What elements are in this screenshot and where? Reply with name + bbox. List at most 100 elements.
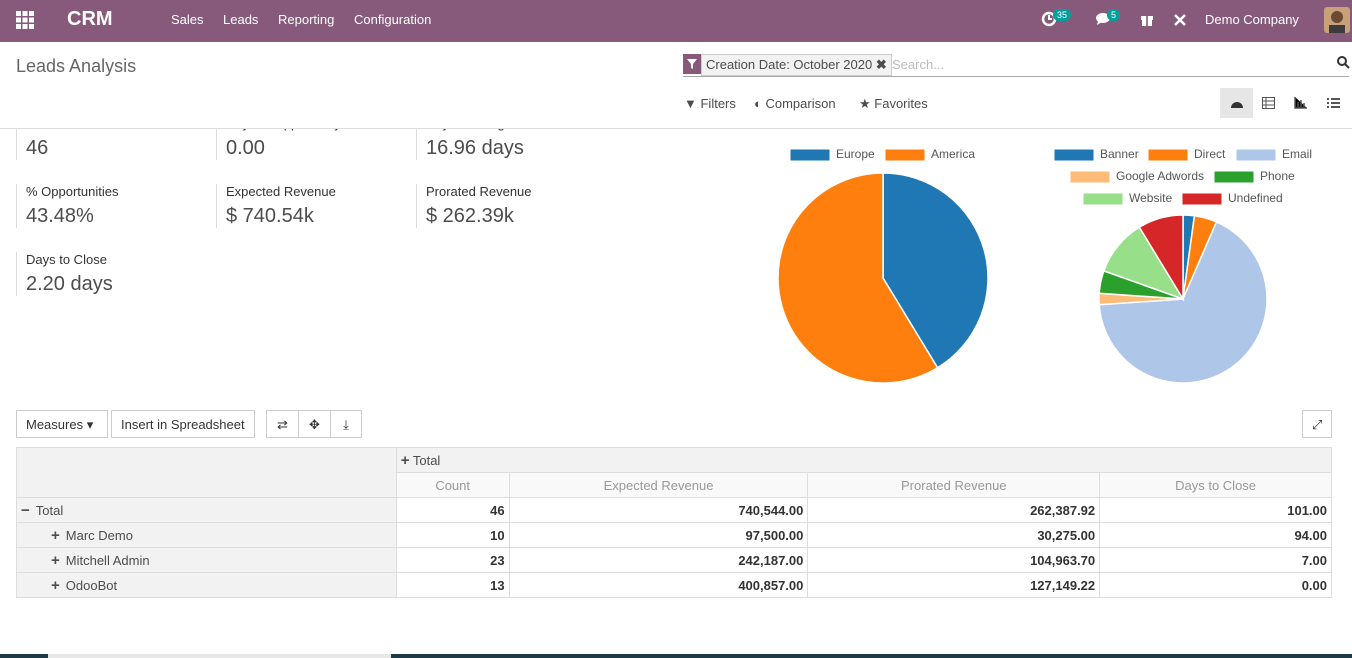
- fullscreen-button[interactable]: ⤢: [1302, 410, 1332, 438]
- kpi-value: $ 262.39k: [426, 205, 514, 227]
- menu[interactable]: Sales: [171, 12, 204, 27]
- chart-title: Sales Teams: [733, 129, 808, 131]
- measure-header: Days to Close: [1099, 472, 1332, 498]
- bottom-tab: [48, 654, 391, 658]
- legend-swatch: [1147, 148, 1189, 162]
- kpi: Prorated Revenue $ 262.39k: [416, 184, 616, 228]
- pivot-cell: 104,963.70: [807, 547, 1101, 573]
- legend-label: Google Adwords: [1116, 169, 1204, 183]
- legend-label: America: [931, 147, 975, 161]
- corner-cell: [16, 447, 397, 498]
- avatar[interactable]: [1324, 7, 1350, 33]
- kpi: Days to Opportunity 0.00: [216, 129, 416, 160]
- messages-icon[interactable]: [1095, 12, 1111, 26]
- search-input[interactable]: Search...: [892, 57, 945, 72]
- pivot-cell: 23: [395, 547, 510, 573]
- pivot-cell: 740,544.00: [508, 497, 809, 523]
- navbar: CRM Sales Leads Reporting Configuration …: [0, 0, 1352, 42]
- pivot-cell: 400,857.00: [508, 572, 809, 598]
- facet-icon: [683, 54, 701, 74]
- app-name[interactable]: CRM: [67, 8, 113, 30]
- favorites-label: Favorites: [874, 96, 928, 111]
- expand-all-button[interactable]: ✥: [298, 410, 331, 438]
- kpi-label: Days to Opportunity: [226, 129, 416, 131]
- menu[interactable]: Configuration: [354, 12, 432, 27]
- legend-swatch: [1235, 148, 1277, 162]
- facet-label: Creation Date: October 2020: [706, 57, 873, 72]
- legend-label: Website: [1129, 191, 1172, 205]
- measures-label: Measures: [26, 417, 84, 432]
- pivot-cell: 46: [395, 497, 510, 523]
- menu[interactable]: Reporting: [278, 12, 335, 27]
- row-header[interactable]: + Marc Demo: [16, 522, 397, 548]
- debug-icon[interactable]: [1173, 13, 1187, 27]
- kpi-value: 46: [26, 137, 49, 159]
- control-panel: Leads Analysis Creation Date: October 20…: [0, 42, 1352, 129]
- pie-slice: [777, 172, 939, 384]
- kpi: Leads 46: [16, 129, 216, 160]
- bottom-bar: [0, 654, 1352, 658]
- company-switcher[interactable]: Demo Company: [1205, 12, 1299, 27]
- list-view[interactable]: [1327, 97, 1340, 109]
- apps-icon[interactable]: [16, 11, 34, 29]
- legend-label: Europe: [836, 147, 875, 161]
- charts: Sales Teams Europe America Medium Banner Dire…: [733, 129, 1312, 384]
- kpi-label: Days to Close: [26, 252, 107, 267]
- pivot-row: + Marc Demo 10 97,500.00 30,275.00 94.00: [16, 522, 1332, 548]
- dashboard-icon: [1231, 102, 1243, 108]
- dashboard-content: Leads 46 Days to Opportunity 0.00 Days to As…: [0, 129, 1352, 654]
- kpi-label: Prorated Revenue: [426, 184, 532, 199]
- row-header[interactable]: + Mitchell Admin: [16, 547, 397, 573]
- pivot-view[interactable]: [1262, 97, 1275, 109]
- graph-view[interactable]: [1294, 97, 1307, 109]
- pivot-table: + Total Count Expected Revenue Prorated Rev…: [16, 447, 1333, 598]
- column-header: + Total: [395, 447, 1333, 473]
- legend-label: Direct: [1194, 147, 1226, 161]
- kpi-value: 2.20 days: [26, 273, 113, 295]
- pivot-cell: 0.00: [1099, 572, 1332, 598]
- insert-spreadsheet-button[interactable]: Insert in Spreadsheet: [111, 410, 255, 438]
- legend-swatch: [1053, 148, 1095, 162]
- facet[interactable]: Creation Date: October 2020 ✖: [701, 54, 892, 76]
- measures-button[interactable]: Measures ▾: [16, 410, 108, 438]
- kpi-label: Expected Revenue: [226, 184, 336, 199]
- menu[interactable]: Leads: [223, 12, 259, 27]
- legend-swatch: [1069, 170, 1111, 184]
- gift-icon[interactable]: [1140, 12, 1154, 26]
- messages-badge: 5: [1107, 9, 1121, 21]
- column-header-label: Total: [412, 452, 441, 468]
- pivot-cell: 13: [395, 572, 510, 598]
- kpi-value: $ 740.54k: [226, 205, 314, 227]
- kpi-value: 0.00: [226, 137, 265, 159]
- activity-badge: 35: [1053, 9, 1072, 21]
- pivot-cell: 30,275.00: [807, 522, 1101, 548]
- row-header[interactable]: − Total: [16, 497, 397, 523]
- pivot-row: + Mitchell Admin 23 242,187.00 104,963.70 7.0…: [16, 547, 1332, 573]
- download-button[interactable]: ⤓: [330, 410, 362, 438]
- search-icon[interactable]: [1337, 56, 1350, 69]
- page-title: Leads Analysis: [16, 56, 137, 76]
- flip-axis-button[interactable]: ⇄: [266, 410, 299, 438]
- kpi-label: % Opportunities: [26, 184, 119, 199]
- filters-button[interactable]: ▼ Filters: [684, 96, 736, 111]
- legend-label: Banner: [1100, 147, 1139, 161]
- pivot-cell: 7.00: [1099, 547, 1332, 573]
- row-header[interactable]: + OdooBot: [16, 572, 397, 598]
- favorites-button[interactable]: ★ Favorites: [859, 96, 928, 111]
- pivot-cell: 127,149.22: [807, 572, 1101, 598]
- row-label: Mitchell Admin: [65, 552, 150, 568]
- pivot-cell: 262,387.92: [807, 497, 1101, 523]
- row-label: OdooBot: [65, 577, 118, 593]
- legend-label: Phone: [1260, 169, 1295, 183]
- comparison-label: Comparison: [765, 96, 836, 111]
- kpi-value: 43.48%: [26, 205, 94, 227]
- measure-header: Prorated Revenue: [807, 472, 1101, 498]
- kpi-label: Leads: [26, 129, 216, 131]
- row-label: Marc Demo: [65, 527, 133, 543]
- filters-label: Filters: [700, 96, 736, 111]
- legend-swatch: [1181, 192, 1223, 206]
- legend-label: Undefined: [1228, 191, 1283, 205]
- comparison-button[interactable]: ◐ Comparison: [754, 96, 836, 111]
- legend-swatch: [884, 148, 926, 162]
